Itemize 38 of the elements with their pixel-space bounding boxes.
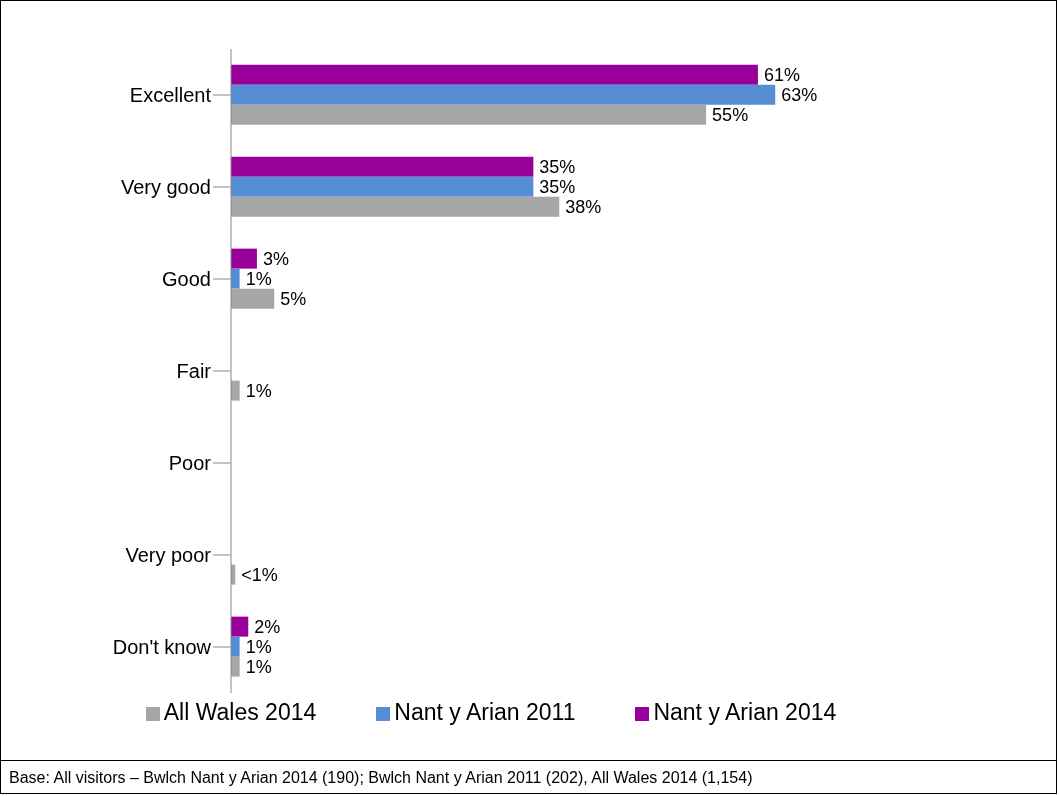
y-tick-label: Don't know — [112, 636, 212, 659]
bar — [231, 176, 534, 197]
bar — [231, 196, 560, 217]
bar — [231, 656, 240, 677]
data-label: 35% — [539, 156, 576, 177]
bar — [231, 288, 275, 309]
bar — [231, 156, 534, 177]
y-tick-label: Excellent — [129, 84, 212, 107]
y-tick-label: Very poor — [125, 544, 212, 567]
data-label: <1% — [241, 564, 278, 585]
y-tick-label: Fair — [176, 360, 212, 383]
bar — [231, 636, 240, 657]
y-tick-label: Very good — [120, 176, 211, 199]
data-label: 3% — [262, 248, 289, 269]
legend-label: Nant y Arian 2014 — [653, 699, 837, 725]
text: Base: All visitors – Bwlch Nant y Arian 2014 (190); Bwlch Nant y Arian 2011 (202), All Wales 2014 (1,154) — [9, 769, 754, 787]
data-label: 5% — [280, 288, 307, 309]
legend-label: Nant y Arian 2011 — [394, 699, 576, 725]
data-label: 63% — [781, 84, 818, 105]
bar — [231, 248, 257, 269]
bar — [231, 380, 240, 401]
bar — [231, 64, 758, 85]
bar — [231, 84, 776, 105]
data-label: 1% — [245, 656, 272, 677]
y-tick-label: Good — [162, 268, 211, 291]
data-label: 38% — [565, 196, 602, 217]
legend-label: All Wales 2014 — [163, 699, 317, 725]
data-label: 61% — [763, 64, 800, 85]
data-label: 1% — [245, 268, 272, 289]
bar — [231, 104, 707, 125]
y-tick-label: Poor — [168, 452, 212, 475]
data-label: 1% — [245, 380, 272, 401]
data-label: 1% — [245, 636, 272, 657]
data-label: 35% — [539, 176, 576, 197]
data-label: 2% — [254, 616, 281, 637]
bar — [231, 268, 240, 289]
data-label: 55% — [712, 104, 749, 125]
bar — [231, 616, 249, 637]
